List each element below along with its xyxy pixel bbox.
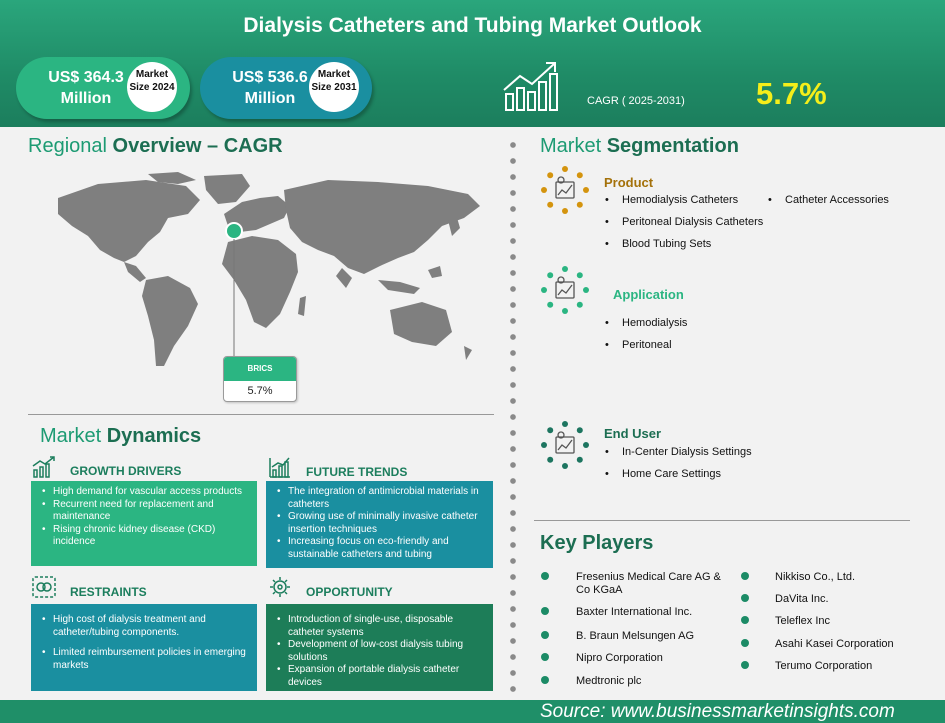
market-size-2031-value: US$ 536.6 Million <box>232 69 308 107</box>
divider-segmentation <box>534 520 910 521</box>
future-trend-item: Increasing focus on eco-friendly and sus… <box>276 536 485 561</box>
vertical-dotted-divider <box>510 137 516 717</box>
player-name: Asahi Kasei Corporation <box>775 638 894 650</box>
market-size-2024-pill: US$ 364.3 Million Market Size 2024 <box>16 57 190 119</box>
header-banner: Dialysis Catheters and Tubing Market Out… <box>0 0 945 127</box>
regional-overview-title: Regional Overview – CAGR <box>28 135 283 158</box>
brics-label: BRICS <box>224 357 296 381</box>
player-name: Baxter International Inc. <box>576 606 693 618</box>
bullet-dot <box>541 607 549 615</box>
brics-callout: BRICS 5.7% <box>223 356 297 402</box>
player-name: B. Braun Melsungen AG <box>576 630 695 642</box>
product-item: Peritoneal Dialysis Catheters <box>605 216 763 228</box>
opportunity-item: Introduction of single-use, disposable c… <box>276 614 485 639</box>
page-title: Dialysis Catheters and Tubing Market Out… <box>243 14 702 37</box>
bullet-dot <box>541 631 549 639</box>
opportunity-box: Introduction of single-use, disposable c… <box>266 604 493 691</box>
product-item: Hemodialysis Catheters <box>605 194 738 206</box>
brics-value: 5.7% <box>247 385 273 397</box>
end-user-item: In-Center Dialysis Settings <box>605 446 752 458</box>
opportunity-title: OPPORTUNITY <box>306 585 393 599</box>
market-size-2031-label: Market Size 2031 <box>309 62 359 112</box>
cagr-label: CAGR ( 2025-2031) <box>587 95 685 107</box>
bullet-dot <box>541 676 549 684</box>
future-trends-icon <box>269 457 290 478</box>
restraints-box: High cost of dialysis treatment and cath… <box>31 604 257 691</box>
end-user-icon <box>541 421 589 469</box>
world-map <box>58 172 480 366</box>
product-item: Blood Tubing Sets <box>605 238 711 250</box>
dynamics-title-part-b: Dynamics <box>106 425 202 447</box>
player-name: DaVita Inc. <box>775 593 829 605</box>
opportunity-icon <box>270 577 290 597</box>
application-icon <box>541 266 589 314</box>
regional-title-part-b: Overview – CAGR <box>112 135 283 157</box>
player-name: Medtronic plc <box>576 675 642 687</box>
market-size-2024-value: US$ 364.3 Million <box>48 69 124 107</box>
player-name: Teleflex Inc <box>775 615 831 627</box>
bullet-dot <box>741 572 749 580</box>
market-size-2024-label: Market Size 2024 <box>127 62 177 112</box>
growth-driver-item: Recurrent need for replacement and maint… <box>41 499 249 524</box>
brics-marker <box>225 222 243 240</box>
application-title: Application <box>613 287 684 302</box>
restraint-item: High cost of dialysis treatment and cath… <box>41 614 249 639</box>
bullet-dot <box>741 639 749 647</box>
dynamics-title-part-a: Market <box>40 425 102 447</box>
divider-regional <box>28 414 494 415</box>
regional-title-part-a: Regional <box>28 135 107 157</box>
market-size-2031-pill: US$ 536.6 Million Market Size 2031 <box>200 57 372 119</box>
growth-chart-icon <box>503 62 558 111</box>
end-user-item: Home Care Settings <box>605 468 721 480</box>
bullet-dot <box>741 661 749 669</box>
bullet-dot <box>741 616 749 624</box>
application-item: Hemodialysis <box>605 317 687 329</box>
source-text: Source: www.businessmarketinsights.com <box>540 701 895 722</box>
key-players-title: Key Players <box>540 532 654 554</box>
end-user-title: End User <box>604 426 662 441</box>
market-segmentation-title: Market Segmentation <box>540 135 739 158</box>
restraint-item: Limited reimbursement policies in emergi… <box>41 647 249 672</box>
product-icon <box>541 166 589 214</box>
cagr-value: 5.7% <box>756 76 827 111</box>
segmentation-title-part-b: Segmentation <box>606 135 739 157</box>
product-item: Catheter Accessories <box>768 194 889 206</box>
player-name: Nipro Corporation <box>576 652 663 664</box>
restraints-title: RESTRAINTS <box>70 585 147 599</box>
growth-drivers-box: High demand for vascular access products… <box>31 481 257 566</box>
growth-drivers-title: GROWTH DRIVERS <box>70 464 182 478</box>
player-name: Fresenius Medical Care AG & Co KGaA <box>576 571 721 596</box>
growth-driver-item: Rising chronic kidney disease (CKD) inci… <box>41 524 249 549</box>
bullet-dot <box>541 653 549 661</box>
source-bar: Source: www.businessmarketinsights.com <box>0 700 945 723</box>
market-dynamics-title: Market Dynamics <box>40 425 201 448</box>
application-item: Peritoneal <box>605 339 672 351</box>
player-name: Nikkiso Co., Ltd. <box>775 571 856 583</box>
bullet-dot <box>741 594 749 602</box>
growth-driver-item: High demand for vascular access products <box>41 486 249 499</box>
future-trends-box: The integration of antimicrobial materia… <box>266 481 493 568</box>
opportunity-item: Expansion of portable dialysis catheter … <box>276 664 485 689</box>
future-trends-title: FUTURE TRENDS <box>306 465 408 479</box>
opportunity-item: Development of low-cost dialysis tubing … <box>276 639 485 664</box>
player-name: Terumo Corporation <box>775 660 873 672</box>
segmentation-title-part-a: Market <box>540 135 602 157</box>
future-trend-item: Growing use of minimally invasive cathet… <box>276 511 485 536</box>
growth-drivers-icon <box>32 456 55 478</box>
future-trend-item: The integration of antimicrobial materia… <box>276 486 485 511</box>
product-title: Product <box>604 175 654 190</box>
bullet-dot <box>541 572 549 580</box>
restraints-icon <box>32 576 56 598</box>
